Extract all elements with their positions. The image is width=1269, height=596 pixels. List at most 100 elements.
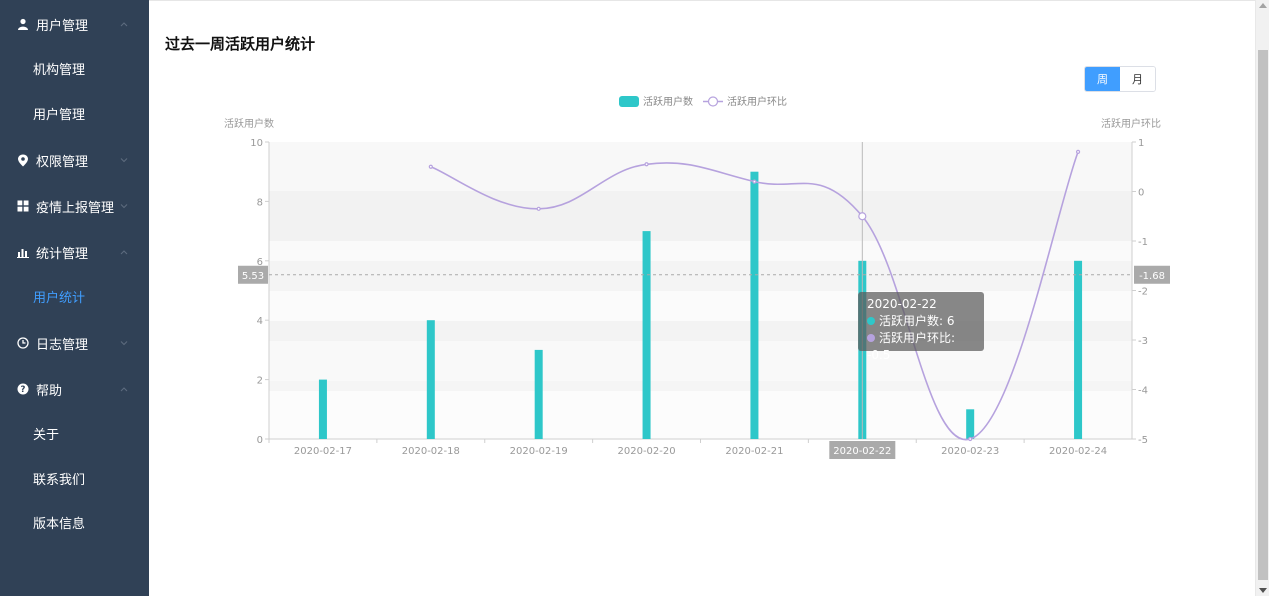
sidebar-group-label: 疫情上报管理 [36,200,115,216]
x-tick-label: 2020-02-17 [294,446,352,457]
bar-2020-02-24 [1074,260,1083,439]
y-right-tick-label: -2 [1138,287,1148,298]
sidebar-group-label: 日志管理 [36,337,89,353]
chevron-down-icon [117,153,131,167]
question-icon: ? [16,383,30,395]
ratio-point-2020-02-20 [644,162,649,167]
y-right-axis-title: 活跃用户环比 [1101,117,1161,130]
bar-2020-02-17 [318,379,327,439]
ratio-point-2020-02-21 [752,179,757,184]
y-left-axis-title: 活跃用户数 [224,117,274,130]
ratio-line [430,151,1079,441]
y-right-tick-label: -4 [1138,386,1148,397]
sidebar-group-4[interactable]: 日志管理 [0,323,149,363]
sidebar-item[interactable]: 机构管理 [33,62,86,78]
tooltip-row-users: 活跃用户数: 6 [867,313,975,330]
y-left-tick-label: 2 [257,376,263,387]
bar-2020-02-19 [534,349,543,439]
legend-label-ratio: 活跃用户环比 [727,95,787,108]
bar-2020-02-20 [642,231,651,439]
bar-2020-02-23 [966,409,975,439]
sidebar-group-label: 用户管理 [36,18,89,34]
pointer-right-label: -1.68 [1139,271,1165,282]
sidebar-item[interactable]: 版本信息 [33,516,86,532]
chevron-down-icon [117,199,131,213]
svg-text:?: ? [21,385,26,395]
sidebar-group-3[interactable]: 统计管理 [0,232,149,272]
grid-band [269,261,1132,291]
x-tick-label: 2020-02-19 [510,446,568,457]
clock-icon [16,337,30,349]
legend-bar-swatch-icon [619,96,639,107]
tooltip-users-value: 活跃用户数: 6 [879,314,955,328]
sidebar-item[interactable]: 用户统计 [33,290,86,306]
sidebar-group-label: 权限管理 [36,154,89,170]
y-right-tick-label: -1 [1138,237,1148,248]
y-left-tick-label: 6 [257,257,263,268]
grid-band [269,381,1132,391]
chevron-down-icon [117,336,131,350]
week-button[interactable]: 周 [1085,67,1120,91]
scroll-down-arrow-icon[interactable] [1259,588,1267,593]
page-title: 过去一周活跃用户统计 [165,35,316,53]
scrollbar-thumb[interactable] [1258,50,1268,580]
bar-2020-02-21 [750,171,759,439]
legend-line-marker-icon [707,96,719,107]
sidebar-item[interactable]: 关于 [33,427,60,443]
y-right-tick-label: -3 [1138,336,1148,347]
tooltip-title: 2020-02-22 [867,297,937,311]
legend-label-users: 活跃用户数 [643,95,693,108]
grid-band [269,241,1132,261]
ratio-point-2020-02-18 [428,164,433,169]
sidebar-item[interactable]: 联系我们 [33,472,86,488]
sidebar-group-2[interactable]: 疫情上报管理 [0,186,149,226]
chevron-up-icon [117,245,131,259]
bar-2020-02-18 [426,320,435,439]
y-right-tick-label: 1 [1138,138,1144,149]
tooltip-ratio-value: 活跃用户环比: -0.5 [867,331,956,362]
ratio-point-2020-02-23 [968,436,973,442]
legend-dot-icon [867,317,875,325]
pointer-right-label-bg [1134,265,1170,284]
ratio-point-2020-02-22 [858,212,867,221]
ratio-point-2020-02-19 [536,206,541,211]
period-toggle[interactable]: 周 月 [1084,66,1156,92]
grid-band [269,391,1132,439]
vertical-scrollbar[interactable] [1255,0,1269,596]
month-button[interactable]: 月 [1120,67,1155,91]
grid-band [269,321,1132,341]
sidebar-menu: 用户管理 机构管理 用户管理 权限管理 疫情上报管理 统计管理 用户统计 日志管理? 帮助 关于联… [0,0,149,596]
user-icon [16,18,30,30]
y-left-tick-label: 4 [257,316,263,327]
chevron-up-icon [117,17,131,31]
sidebar-group-label: 统计管理 [36,246,89,262]
grid-band [269,291,1132,321]
sidebar-group-1[interactable]: 权限管理 [0,140,149,180]
pointer-left-label: 5.53 [242,271,264,282]
chevron-up-icon [117,382,131,396]
grid-band [269,191,1132,241]
sidebar-item[interactable]: 用户管理 [33,107,86,123]
y-right-tick-label: 0 [1138,188,1144,199]
legend-dot-icon [867,334,875,342]
pointer-left-label-bg [238,265,268,284]
scroll-up-arrow-icon[interactable] [1259,3,1267,8]
chart-tooltip: 2020-02-22 活跃用户数: 6 活跃用户环比: -0.5 [858,292,984,362]
x-tick-label: 2020-02-24 [1049,446,1107,457]
ratio-point-2020-02-24 [1075,149,1081,154]
grid-band [269,341,1132,381]
main-content: 过去一周活跃用户统计 周 月 0 2 4 6 8 10 1 0 -1 -2 -3 -4 -5 活跃用户数活… [149,0,1255,596]
bar-chart-icon [16,246,30,258]
x-tick-label: 2020-02-23 [941,446,999,457]
y-left-tick-label: 8 [257,197,263,208]
x-tick-label: 2020-02-20 [618,446,676,457]
x-tick-label: 2020-02-22 [833,446,891,457]
sidebar-group-0[interactable]: 用户管理 [0,4,149,44]
sidebar-group-5[interactable]: ? 帮助 [0,369,149,409]
grid-icon [16,200,30,212]
y-left-tick-label: 0 [257,435,263,446]
x-tick-label: 2020-02-21 [725,446,783,457]
y-right-tick-label: -5 [1138,435,1148,446]
